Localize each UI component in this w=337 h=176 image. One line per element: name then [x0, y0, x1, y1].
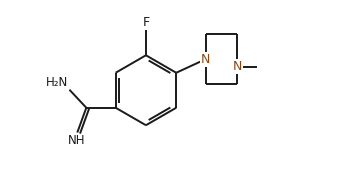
Text: F: F	[142, 16, 150, 29]
Text: H₂N: H₂N	[46, 76, 68, 89]
Text: NH: NH	[67, 134, 85, 147]
Text: N: N	[201, 53, 210, 66]
Text: N: N	[233, 60, 242, 73]
